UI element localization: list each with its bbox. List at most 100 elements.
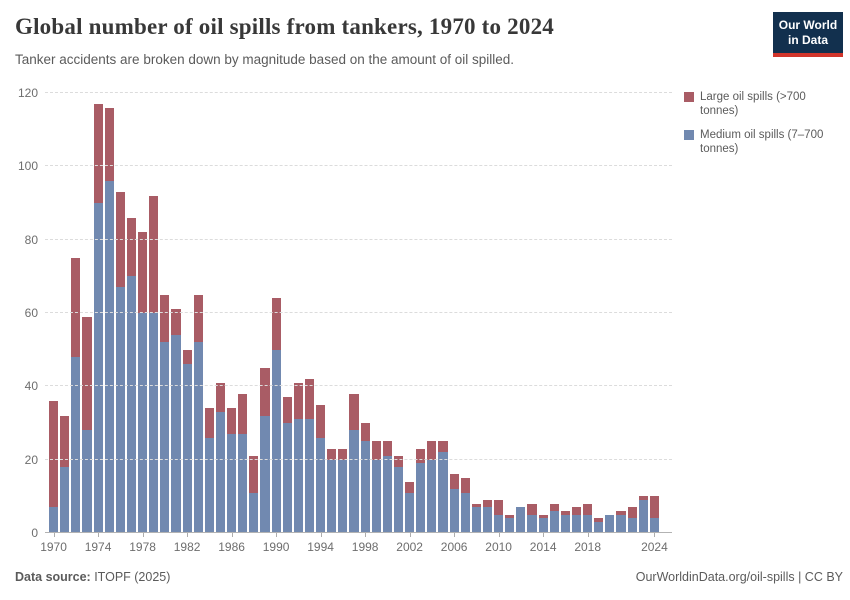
- bar-1975[interactable]: [104, 93, 115, 533]
- bar-segment-medium: [71, 357, 81, 533]
- bar-2002[interactable]: [404, 93, 415, 533]
- bar-segment-medium: [249, 492, 259, 533]
- bar-2023[interactable]: [638, 93, 649, 533]
- bar-2020[interactable]: [604, 93, 615, 533]
- bar-1987[interactable]: [237, 93, 248, 533]
- gridline: [45, 458, 672, 460]
- bar-segment-large: [649, 496, 659, 519]
- bar-2012[interactable]: [515, 93, 526, 533]
- bar-segment-medium: [605, 514, 615, 533]
- bar-2006[interactable]: [449, 93, 460, 533]
- bar-2018[interactable]: [582, 93, 593, 533]
- gridline: [45, 385, 672, 387]
- y-tick-label: 0: [31, 526, 38, 540]
- x-tick-mark: [53, 533, 55, 537]
- bar-2017[interactable]: [571, 93, 582, 533]
- bar-1991[interactable]: [282, 93, 293, 533]
- bar-1997[interactable]: [348, 93, 359, 533]
- bar-2003[interactable]: [415, 93, 426, 533]
- bar-segment-medium: [49, 507, 59, 533]
- x-tick-mark: [98, 533, 100, 537]
- bar-1983[interactable]: [193, 93, 204, 533]
- bar-segment-large: [627, 507, 637, 519]
- plot-area: [45, 92, 672, 533]
- bar-1994[interactable]: [315, 93, 326, 533]
- bar-segment-medium: [149, 313, 159, 533]
- bar-2021[interactable]: [615, 93, 626, 533]
- legend-item-large[interactable]: Large oil spills (>700 tonnes): [684, 90, 844, 119]
- bar-1977[interactable]: [126, 93, 137, 533]
- bar-2024[interactable]: [649, 93, 660, 533]
- bar-1985[interactable]: [215, 93, 226, 533]
- bar-segment-large: [594, 518, 604, 522]
- bar-segment-medium: [583, 514, 593, 533]
- bar-segment-large: [494, 500, 504, 515]
- bar-2000[interactable]: [382, 93, 393, 533]
- bar-1992[interactable]: [293, 93, 304, 533]
- x-tick-mark: [498, 533, 500, 537]
- bar-2004[interactable]: [426, 93, 437, 533]
- footer-citation-link[interactable]: OurWorldinData.org/oil-spills | CC BY: [635, 570, 843, 584]
- bar-1972[interactable]: [70, 93, 81, 533]
- bar-2011[interactable]: [504, 93, 515, 533]
- bar-segment-medium: [115, 287, 125, 533]
- bar-2007[interactable]: [460, 93, 471, 533]
- bar-1974[interactable]: [93, 93, 104, 533]
- gridline: [45, 165, 672, 167]
- gridline: [45, 312, 672, 313]
- bar-segment-medium: [60, 467, 70, 533]
- bar-1984[interactable]: [204, 93, 215, 533]
- bar-1970[interactable]: [48, 93, 59, 533]
- bar-segment-large: [316, 404, 326, 438]
- bar-2022[interactable]: [627, 93, 638, 533]
- bar-1978[interactable]: [137, 93, 148, 533]
- bar-1989[interactable]: [259, 93, 270, 533]
- bar-segment-large: [393, 456, 403, 467]
- bar-1981[interactable]: [170, 93, 181, 533]
- bar-1996[interactable]: [337, 93, 348, 533]
- bar-segment-medium: [171, 335, 181, 533]
- bar-1980[interactable]: [159, 93, 170, 533]
- bar-segment-large: [460, 478, 470, 493]
- bar-1988[interactable]: [248, 93, 259, 533]
- bar-1995[interactable]: [326, 93, 337, 533]
- legend-item-medium[interactable]: Medium oil spills (7–700 tonnes): [684, 128, 844, 157]
- bar-1976[interactable]: [115, 93, 126, 533]
- bar-1993[interactable]: [304, 93, 315, 533]
- bar-1986[interactable]: [226, 93, 237, 533]
- bar-2008[interactable]: [471, 93, 482, 533]
- x-tick-mark: [276, 533, 278, 537]
- bar-segment-medium: [560, 514, 570, 533]
- bar-1973[interactable]: [81, 93, 92, 533]
- x-tick-mark: [543, 533, 545, 537]
- bar-1979[interactable]: [148, 93, 159, 533]
- bar-segment-large: [260, 368, 270, 416]
- bar-segment-large: [227, 408, 237, 434]
- x-tick-label: 2024: [641, 540, 668, 554]
- bar-segment-large: [416, 448, 426, 464]
- x-tick-label: 1986: [218, 540, 245, 554]
- bar-segment-large: [527, 503, 537, 515]
- bar-2005[interactable]: [437, 93, 448, 533]
- bar-2015[interactable]: [549, 93, 560, 533]
- bar-2019[interactable]: [593, 93, 604, 533]
- bar-1998[interactable]: [360, 93, 371, 533]
- bar-1999[interactable]: [371, 93, 382, 533]
- bar-segment-large: [538, 514, 548, 519]
- owid-logo-line2: in Data: [787, 33, 828, 47]
- bar-segment-large: [327, 448, 337, 460]
- bar-2001[interactable]: [393, 93, 404, 533]
- bar-2013[interactable]: [526, 93, 537, 533]
- bar-2016[interactable]: [560, 93, 571, 533]
- bar-segment-large: [427, 441, 437, 460]
- x-tick-label: 2018: [574, 540, 602, 554]
- bar-2014[interactable]: [538, 93, 549, 533]
- bar-1990[interactable]: [271, 93, 282, 533]
- bar-1971[interactable]: [59, 93, 70, 533]
- bar-1982[interactable]: [182, 93, 193, 533]
- legend-item-label: Medium oil spills (7–700 tonnes): [700, 128, 824, 156]
- bar-segment-medium: [427, 459, 437, 533]
- bar-2009[interactable]: [482, 93, 493, 533]
- bar-2010[interactable]: [493, 93, 504, 533]
- bar-segment-large: [49, 401, 59, 508]
